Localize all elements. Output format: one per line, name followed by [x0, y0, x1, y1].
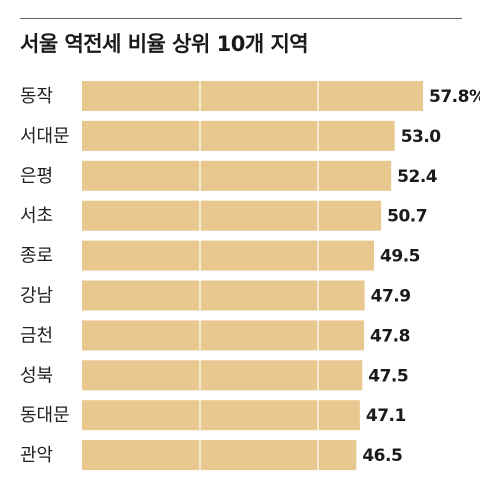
grid-layer: [199, 81, 319, 471]
bar-4: [82, 240, 375, 271]
category-label: 강남: [20, 286, 53, 307]
category-label: 동작: [20, 86, 53, 107]
value-label: 46.5: [362, 446, 402, 466]
category-label: 성북: [20, 365, 53, 386]
value-label: 47.5: [368, 366, 408, 386]
bar-2: [82, 160, 392, 191]
bars-layer: [82, 81, 424, 471]
top-rule: [20, 18, 462, 19]
value-label: 47.8: [370, 326, 410, 346]
category-label: 관악: [20, 445, 53, 466]
category-label: 동대문: [20, 405, 70, 426]
bar-3: [82, 200, 382, 231]
category-label: 금천: [20, 325, 53, 346]
bar-0: [82, 81, 424, 111]
category-label: 종로: [20, 246, 53, 267]
bar-7: [82, 360, 363, 391]
value-label: 52.4: [397, 167, 438, 187]
bar-1: [82, 120, 395, 151]
value-label: 47.1: [366, 406, 406, 426]
bar-6: [82, 320, 365, 351]
bar-5: [82, 280, 365, 311]
category-label: 서대문: [20, 126, 70, 147]
category-label: 서초: [20, 206, 53, 227]
bar-8: [82, 400, 360, 431]
value-label: 47.9: [371, 287, 411, 307]
value-label: 53.0: [401, 127, 442, 147]
chart-title: 서울 역전세 비율 상위 10개 지역: [20, 32, 309, 56]
value-label: 57.8%: [429, 87, 480, 107]
labels-layer: 동작 57.8% 서대문 53.0 은평 52.4 서초 50.7 종로 49.5 강남 47.9 금천…: [20, 86, 480, 466]
value-label: 50.7: [387, 207, 427, 227]
bar-9: [82, 440, 357, 471]
value-label: 49.5: [380, 247, 420, 267]
category-label: 은평: [20, 166, 53, 187]
